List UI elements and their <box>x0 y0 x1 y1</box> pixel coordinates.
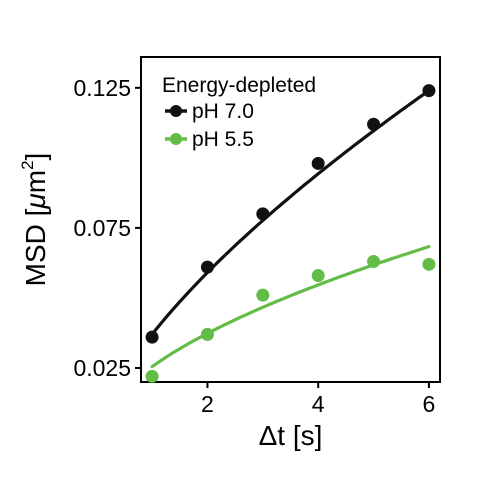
fit-curve-1 <box>150 245 431 369</box>
y-axis-title-unit: m <box>20 170 51 193</box>
legend-title: Energy-depleted <box>162 74 316 97</box>
data-point <box>200 260 214 274</box>
x-tick-label: 6 <box>423 391 436 417</box>
x-axis-title: Δt [s] <box>259 420 323 451</box>
y-axis-title-mu: μ <box>20 193 51 209</box>
data-point <box>367 117 381 131</box>
legend: Energy-depleted pH 7.0 pH 5.5 <box>162 74 316 151</box>
legend-swatch-marker <box>170 133 182 145</box>
data-points <box>145 84 436 383</box>
data-point <box>145 369 159 383</box>
x-tick-label: 4 <box>312 391 325 417</box>
legend-swatch-marker <box>170 105 182 117</box>
data-point <box>367 255 381 269</box>
y-axis-title: MSD [μm2] <box>18 153 51 287</box>
data-point <box>256 207 270 221</box>
fit-curves <box>150 89 431 369</box>
fit-curve-0 <box>150 89 431 336</box>
y-axis-title-sup: 2 <box>18 160 37 169</box>
data-point <box>422 257 436 271</box>
data-point <box>256 288 270 302</box>
x-tick-label: 2 <box>201 391 214 417</box>
y-axis-title-close: ] <box>20 153 51 161</box>
data-point <box>200 327 214 341</box>
axis-ticks: 2 4 6 0.025 0.075 0.125 <box>73 75 435 417</box>
data-point <box>422 84 436 98</box>
legend-label: pH 5.5 <box>192 128 254 151</box>
data-point <box>311 269 325 283</box>
legend-label: pH 7.0 <box>192 100 254 123</box>
plot-area <box>140 56 441 383</box>
y-tick-label: 0.125 <box>73 75 131 101</box>
y-tick-label: 0.075 <box>73 215 131 241</box>
plot-border <box>140 56 441 383</box>
y-axis-title-main: MSD [ <box>20 208 51 286</box>
data-point <box>145 330 159 344</box>
data-point <box>311 156 325 170</box>
y-tick-label: 0.025 <box>73 355 131 381</box>
